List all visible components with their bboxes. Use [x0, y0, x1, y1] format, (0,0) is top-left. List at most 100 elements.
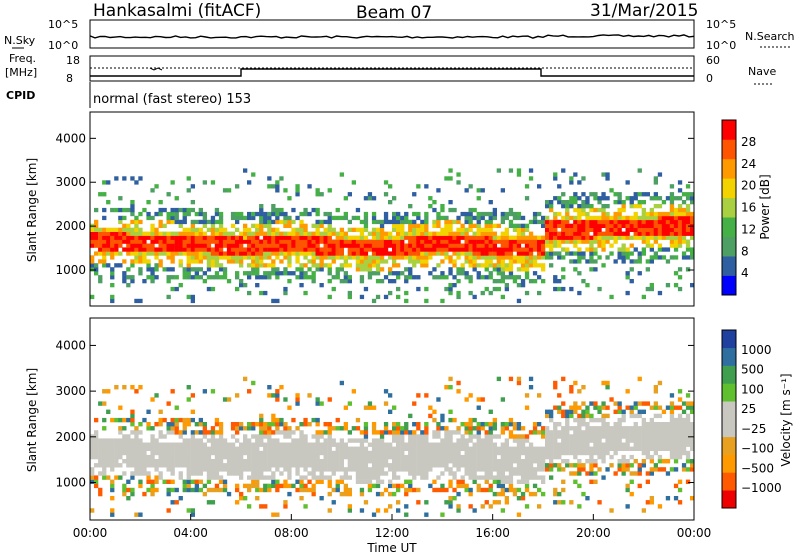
- velocity-cell: [166, 450, 171, 456]
- power-cell: [545, 200, 550, 205]
- power-cell: [214, 247, 220, 252]
- nave-label: Nave: [748, 65, 776, 78]
- colorbar-tick-label: 25: [741, 402, 756, 416]
- power-cell: [239, 211, 244, 217]
- power-cell: [673, 196, 679, 201]
- power-cell: [226, 279, 232, 284]
- power-cell: [367, 255, 373, 260]
- velocity-cell: [677, 487, 683, 493]
- power-cell: [130, 259, 135, 264]
- velocity-cell: [202, 463, 207, 468]
- velocity-cell: [339, 426, 344, 431]
- power-cell: [166, 211, 171, 217]
- velocity-cell: [508, 459, 514, 464]
- power-cell: [255, 247, 260, 252]
- velocity-cell: [637, 467, 642, 472]
- velocity-cell: [416, 446, 421, 451]
- power-cell: [400, 271, 405, 276]
- power-cell: [194, 247, 199, 252]
- power-cell: [142, 279, 147, 284]
- power-cell: [327, 211, 332, 217]
- power-cell: [476, 239, 481, 244]
- y-tick-label: 4000: [55, 338, 86, 352]
- velocity-cell: [388, 463, 393, 468]
- power-cell: [673, 243, 679, 248]
- velocity-cell: [279, 446, 284, 451]
- velocity-cell: [202, 450, 207, 456]
- power-cell: [440, 231, 445, 236]
- power-cell: [122, 239, 127, 244]
- velocity-cell: [210, 500, 216, 505]
- power-cell: [557, 239, 562, 244]
- power-cell: [347, 294, 352, 300]
- power-cell: [520, 263, 526, 268]
- power-cell: [251, 231, 256, 236]
- power-cell: [504, 227, 509, 232]
- velocity-cell: [383, 471, 389, 476]
- velocity-cell: [239, 422, 244, 427]
- power-cell: [677, 235, 683, 240]
- velocity-cell: [275, 426, 280, 431]
- power-cell: [649, 211, 654, 217]
- power-cell: [585, 283, 590, 288]
- velocity-cell: [452, 442, 457, 447]
- velocity-cell: [629, 479, 634, 484]
- power-cell: [327, 215, 332, 221]
- velocity-cell: [287, 475, 292, 480]
- velocity-cell: [577, 442, 582, 447]
- velocity-cell: [162, 454, 167, 460]
- velocity-cell: [146, 422, 151, 427]
- power-cell: [677, 196, 683, 201]
- power-cell: [416, 286, 421, 292]
- power-cell: [617, 255, 622, 260]
- velocity-cell: [319, 471, 324, 476]
- velocity-cell: [271, 512, 276, 517]
- power-cell: [512, 235, 518, 240]
- power-cell: [484, 227, 489, 232]
- power-cell: [367, 192, 373, 197]
- power-cell: [448, 259, 453, 264]
- power-cell: [589, 219, 594, 225]
- velocity-cell: [416, 463, 421, 468]
- power-cell: [383, 235, 389, 240]
- power-cell: [581, 200, 586, 205]
- velocity-cell: [480, 397, 485, 402]
- power-cell: [500, 294, 505, 300]
- velocity-cell: [363, 454, 369, 460]
- power-cell: [408, 267, 413, 272]
- velocity-cell: [247, 389, 252, 394]
- power-cell: [359, 235, 365, 240]
- power-cell: [102, 239, 107, 244]
- velocity-cell: [166, 491, 171, 497]
- power-cell: [404, 255, 409, 260]
- velocity-cell: [327, 430, 332, 435]
- velocity-cell: [243, 496, 248, 501]
- velocity-cell: [432, 450, 437, 456]
- velocity-cell: [295, 471, 300, 476]
- power-cell: [295, 227, 300, 232]
- velocity-cell: [565, 463, 570, 468]
- power-cell: [569, 227, 574, 232]
- velocity-cell: [134, 471, 139, 476]
- power-cell: [335, 243, 340, 248]
- velocity-cell: [263, 475, 268, 480]
- velocity-cell: [150, 491, 155, 497]
- power-cell: [158, 223, 163, 228]
- power-cell: [291, 239, 296, 244]
- power-cell: [202, 247, 207, 252]
- power-cell: [484, 239, 489, 244]
- velocity-cell: [577, 483, 582, 489]
- power-cell: [226, 247, 232, 252]
- power-cell: [585, 247, 590, 252]
- velocity-cell: [222, 397, 228, 402]
- power-cell: [577, 219, 582, 225]
- power-cell: [126, 267, 131, 272]
- velocity-cell: [496, 459, 501, 464]
- power-cell: [488, 200, 493, 205]
- power-cell: [649, 219, 654, 225]
- power-cell: [327, 279, 332, 284]
- velocity-cell: [673, 442, 679, 447]
- velocity-cell: [214, 446, 220, 451]
- velocity-cell: [528, 376, 534, 382]
- velocity-cell: [617, 442, 622, 447]
